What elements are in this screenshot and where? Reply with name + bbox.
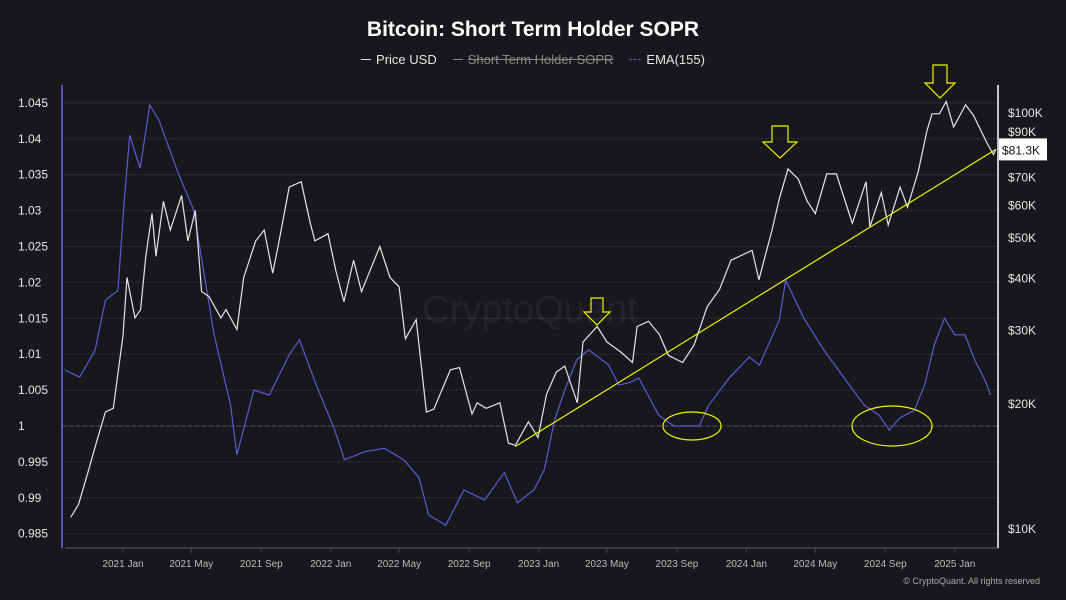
y-right-tick-label: $50K	[1008, 231, 1036, 245]
copyright: © CryptoQuant. All rights reserved	[903, 576, 1040, 586]
y-right-tick-label: $30K	[1008, 324, 1036, 338]
current-price-badge	[999, 138, 1047, 161]
y-left-tick-label: 1.01	[18, 347, 42, 361]
ema-155-line	[64, 103, 992, 526]
legend-item-ema[interactable]: EMA(155)	[629, 52, 705, 67]
y-left-tick-label: 1.025	[18, 240, 48, 254]
y-right-tick-label: $100K	[1008, 106, 1043, 120]
y-left-tick-label: 1.045	[18, 96, 48, 110]
current-price-label: $81.3K	[1002, 143, 1040, 157]
y-right-tick-label: $10K	[1008, 522, 1036, 536]
y-left-tick-label: 1.04	[18, 132, 42, 146]
y-right-tick-label: $40K	[1008, 272, 1036, 286]
y-left-tick-label: 1	[18, 419, 25, 433]
x-tick-label: 2024 Jan	[726, 559, 767, 570]
y-right-tick-label: $60K	[1008, 198, 1036, 212]
arrow-down-icon	[761, 125, 799, 159]
x-tick-label: 2022 Sep	[448, 559, 491, 570]
x-tick-label: 2024 May	[793, 559, 837, 570]
legend-item-price[interactable]: Price USD	[361, 52, 437, 67]
x-tick-label: 2022 May	[377, 559, 421, 570]
legend-label: EMA(155)	[646, 52, 705, 67]
watermark: CryptoQuant	[422, 289, 638, 331]
x-tick-label: 2023 Jan	[518, 559, 559, 570]
y-left-tick-label: 0.995	[18, 455, 48, 469]
legend-swatch	[452, 59, 463, 60]
y-right-tick-label: $20K	[1008, 397, 1036, 411]
x-tick-label: 2023 Sep	[656, 559, 699, 570]
bottom-circle-annotation	[851, 405, 933, 447]
arrow-down-icon	[582, 297, 612, 326]
y-left-tick-label: 1.015	[18, 311, 48, 325]
y-left-tick-label: 0.99	[18, 491, 42, 505]
y-right-tick-label: $70K	[1008, 170, 1036, 184]
legend-swatch	[629, 59, 642, 60]
y-left-tick-label: 1.035	[18, 168, 48, 182]
trendline	[514, 148, 997, 448]
x-tick-label: 2021 May	[169, 559, 213, 570]
x-tick-label: 2024 Sep	[864, 559, 907, 570]
x-tick-label: 2021 Jan	[102, 559, 143, 570]
x-tick-label: 2021 Sep	[240, 559, 283, 570]
y-left-tick-label: 1.03	[18, 204, 42, 218]
x-tick-label: 2025 Jan	[934, 559, 975, 570]
y-left-tick-label: 1.02	[18, 275, 42, 289]
legend-label: Short Term Holder SOPR	[467, 52, 614, 67]
x-tick-label: 2023 May	[585, 559, 629, 570]
arrow-down-icon	[923, 64, 957, 99]
legend: Price USD Short Term Holder SOPR EMA(155…	[0, 52, 1066, 67]
y-right-tick-label: $90K	[1008, 125, 1036, 139]
chart-title: Bitcoin: Short Term Holder SOPR	[366, 18, 700, 41]
y-left-tick-label: 1.005	[18, 383, 48, 397]
legend-item-sopr[interactable]: Short Term Holder SOPR	[452, 52, 614, 67]
y-left-tick-label: 0.985	[18, 527, 48, 541]
x-tick-label: 2022 Jan	[310, 559, 351, 570]
bottom-circle-annotation	[662, 411, 722, 441]
legend-label: Price USD	[376, 52, 437, 67]
legend-swatch	[361, 59, 372, 60]
price-usd-line	[70, 99, 997, 518]
